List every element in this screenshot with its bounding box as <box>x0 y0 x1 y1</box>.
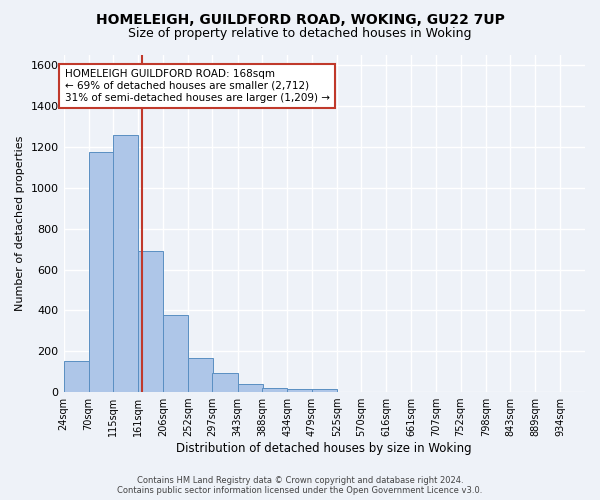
Bar <box>262 388 287 392</box>
Bar <box>212 373 238 392</box>
Bar <box>113 134 138 392</box>
X-axis label: Distribution of detached houses by size in Woking: Distribution of detached houses by size … <box>176 442 472 455</box>
Bar <box>163 316 188 392</box>
Text: Contains HM Land Registry data © Crown copyright and database right 2024.
Contai: Contains HM Land Registry data © Crown c… <box>118 476 482 495</box>
Bar <box>138 251 163 392</box>
Bar <box>287 389 312 392</box>
Bar <box>312 390 337 392</box>
Text: Size of property relative to detached houses in Woking: Size of property relative to detached ho… <box>128 28 472 40</box>
Bar <box>238 384 263 392</box>
Bar <box>188 358 213 392</box>
Text: HOMELEIGH GUILDFORD ROAD: 168sqm
← 69% of detached houses are smaller (2,712)
31: HOMELEIGH GUILDFORD ROAD: 168sqm ← 69% o… <box>65 70 329 102</box>
Y-axis label: Number of detached properties: Number of detached properties <box>15 136 25 311</box>
Bar <box>64 362 89 392</box>
Text: HOMELEIGH, GUILDFORD ROAD, WOKING, GU22 7UP: HOMELEIGH, GUILDFORD ROAD, WOKING, GU22 … <box>95 12 505 26</box>
Bar <box>89 152 114 392</box>
